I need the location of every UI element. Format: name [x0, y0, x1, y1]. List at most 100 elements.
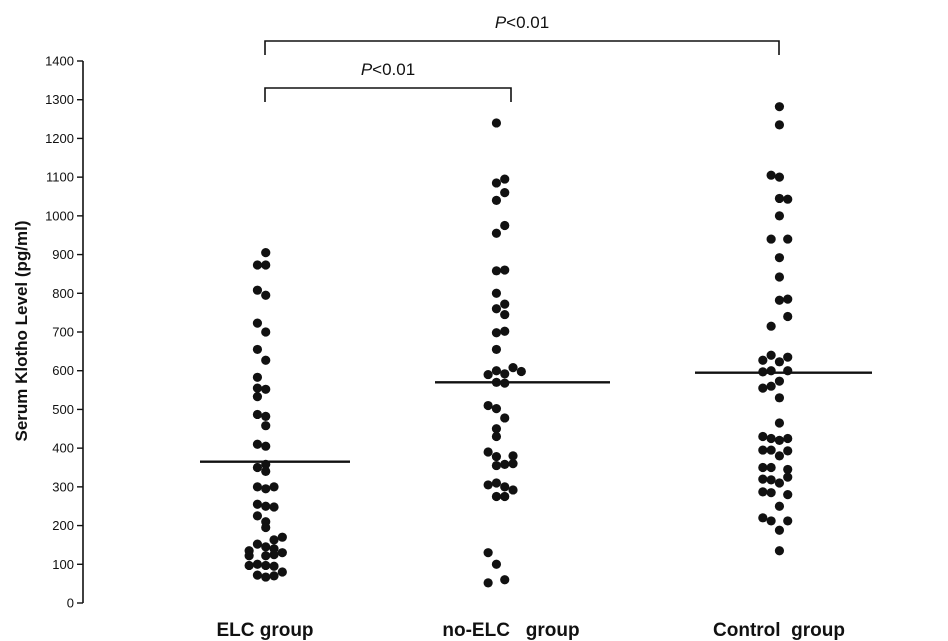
data-point	[491, 431, 502, 442]
data-point	[783, 472, 793, 482]
data-point	[774, 357, 785, 367]
data-point	[491, 288, 502, 298]
x-category-labels: ELC group no-ELC group Control group	[216, 620, 845, 641]
data-point	[774, 253, 785, 263]
data-point	[508, 363, 518, 373]
data-point	[783, 352, 793, 362]
data-point	[483, 578, 493, 588]
data-point	[500, 265, 510, 275]
data-point	[491, 344, 502, 355]
data-point	[783, 464, 793, 475]
y-axis-label: Serum Klotho Level (pg/ml)	[12, 220, 31, 441]
data-point	[491, 452, 502, 462]
data-point	[261, 248, 271, 258]
data-point	[774, 120, 785, 130]
data-points	[244, 102, 793, 588]
data-point	[491, 478, 502, 488]
y-tick-label: 700	[52, 325, 74, 340]
data-point	[269, 571, 279, 581]
data-point	[766, 445, 776, 455]
data-point	[500, 309, 510, 320]
data-point	[252, 372, 263, 382]
data-point	[261, 327, 271, 337]
data-point	[252, 570, 263, 580]
significance-bracket	[264, 40, 780, 55]
data-point	[500, 459, 510, 470]
data-point	[269, 502, 279, 512]
data-point	[766, 170, 776, 180]
x-category-label: Control group	[713, 620, 845, 641]
data-point	[491, 228, 502, 238]
y-tick-label: 300	[52, 479, 74, 494]
data-point	[783, 234, 793, 244]
data-point	[500, 491, 510, 502]
x-category-label: no-ELC group	[442, 620, 579, 641]
y-tick-label: 0	[67, 596, 74, 611]
data-point	[766, 366, 776, 376]
data-point	[277, 567, 287, 577]
data-point	[261, 290, 271, 300]
data-point	[252, 439, 263, 449]
y-tick-label: 900	[52, 247, 74, 262]
significance-bracket	[264, 87, 512, 102]
data-point	[252, 559, 263, 569]
data-point	[500, 413, 510, 423]
data-point	[500, 575, 510, 585]
data-point	[774, 295, 785, 305]
data-point	[774, 501, 785, 511]
data-point	[491, 559, 502, 569]
significance-annotations: P<0.01 P<0.01	[264, 13, 780, 102]
data-point	[261, 572, 271, 582]
data-point	[783, 490, 793, 500]
data-point	[766, 433, 776, 444]
data-point	[500, 188, 510, 198]
data-point	[783, 446, 793, 456]
data-point	[491, 195, 502, 205]
y-tick-label: 1200	[45, 131, 74, 146]
data-point	[766, 321, 776, 331]
data-point	[758, 462, 768, 473]
y-tick-label: 1000	[45, 208, 74, 223]
data-point	[491, 304, 502, 314]
data-point	[483, 480, 493, 490]
data-point	[516, 366, 526, 377]
data-point	[277, 548, 287, 558]
y-tick-label: 200	[52, 518, 74, 533]
data-point	[261, 355, 271, 365]
data-point	[500, 482, 510, 492]
data-point	[758, 355, 768, 365]
p-value-label: P<0.01	[361, 60, 415, 79]
data-point	[774, 393, 785, 403]
data-point	[261, 501, 271, 511]
data-point	[774, 102, 785, 112]
data-point	[758, 431, 768, 442]
data-point	[483, 548, 493, 558]
data-point	[500, 369, 510, 379]
p-value-label: P<0.01	[495, 13, 549, 32]
data-point	[774, 193, 785, 204]
data-point	[491, 404, 502, 414]
data-point	[244, 560, 254, 571]
data-point	[758, 474, 768, 484]
data-point	[783, 311, 793, 322]
x-category-label: ELC group	[216, 620, 313, 641]
data-point	[774, 418, 785, 428]
data-point	[766, 516, 776, 526]
data-point	[252, 285, 263, 295]
data-point	[766, 381, 776, 391]
data-point	[508, 459, 518, 469]
data-point	[252, 318, 263, 328]
data-point	[491, 491, 502, 502]
data-point	[766, 462, 776, 473]
data-point	[252, 539, 263, 549]
data-point	[500, 220, 510, 231]
data-point	[774, 546, 785, 556]
data-point	[500, 326, 510, 336]
data-point	[261, 421, 271, 431]
data-point	[774, 211, 785, 221]
data-point	[261, 441, 271, 451]
data-point	[261, 384, 271, 394]
data-point	[269, 535, 279, 545]
data-point	[508, 451, 518, 461]
data-point	[252, 260, 263, 270]
